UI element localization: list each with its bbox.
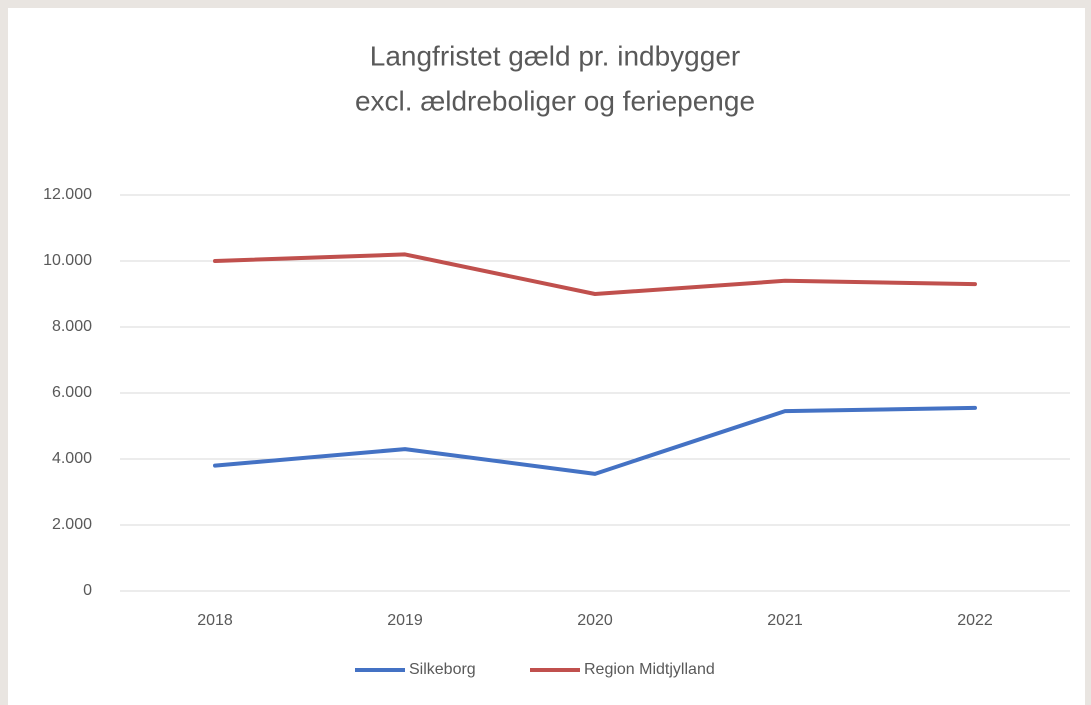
line-series (213, 405, 977, 476)
line-series (213, 252, 977, 296)
x-tick-label: 2019 (387, 612, 423, 629)
x-tick-label: 2018 (197, 612, 233, 629)
legend-label: Silkeborg (409, 661, 476, 678)
y-tick-label: 2.000 (52, 516, 92, 533)
y-tick-label: 8.000 (52, 318, 92, 335)
x-tick-label: 2020 (577, 612, 613, 629)
x-tick-label: 2021 (767, 612, 803, 629)
chart-subtitle: excl. ældreboliger og feriepenge (355, 85, 755, 116)
y-tick-label: 12.000 (43, 186, 92, 203)
x-tick-label: 2022 (957, 612, 993, 629)
y-tick-label: 0 (83, 582, 92, 599)
chart-area (8, 8, 1085, 705)
y-tick-label: 6.000 (52, 384, 92, 401)
chart-title: Langfristet gæld pr. indbygger (370, 40, 740, 71)
y-tick-label: 4.000 (52, 450, 92, 467)
legend-label: Region Midtjylland (584, 661, 715, 678)
y-tick-label: 10.000 (43, 252, 92, 269)
